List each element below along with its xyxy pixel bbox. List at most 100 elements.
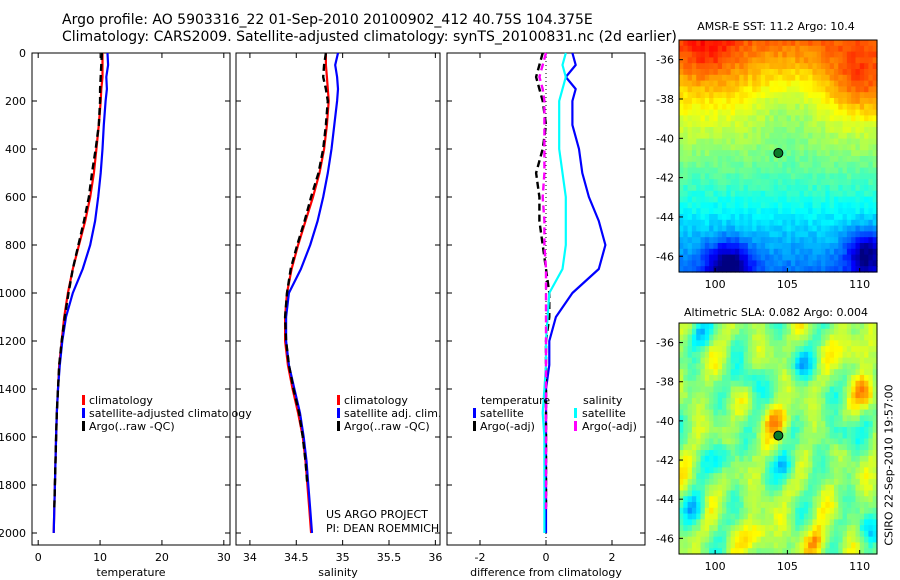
sla-map-cell	[679, 484, 684, 492]
sst-map-cell	[799, 243, 805, 250]
sla-map-cell	[717, 346, 723, 353]
sst-map-cell	[829, 254, 835, 261]
sst-map-cell	[825, 156, 831, 163]
sst-map-cell	[700, 69, 706, 76]
sst-map-cell	[739, 40, 745, 47]
sst-map-cell	[833, 190, 839, 198]
sla-map-cell	[700, 438, 706, 445]
sst-map-cell	[829, 103, 835, 111]
sla-map-cell	[872, 380, 878, 388]
sla-map-cell	[795, 398, 801, 405]
sla-map-cell	[760, 490, 766, 497]
sst-map-cell	[679, 40, 684, 47]
sla-map-cell	[786, 473, 792, 480]
sla-map-cell	[872, 461, 878, 468]
sst-map-cell	[765, 190, 770, 198]
sst-map-cell	[734, 150, 740, 157]
sst-map-cell	[700, 63, 706, 70]
sla-map-cell	[726, 432, 732, 440]
sla-map-cell	[739, 536, 745, 544]
sla-map-cell	[730, 432, 736, 440]
sla-map-cell	[726, 507, 732, 515]
sst-map-cell	[752, 51, 758, 58]
sst-map-cell	[790, 121, 796, 128]
sst-map-cell	[752, 109, 758, 116]
sst-map-cell	[709, 196, 715, 203]
sla-map-cell	[769, 496, 775, 503]
sst-map-cell	[760, 248, 766, 256]
sla-map-cell	[812, 398, 818, 405]
sst-map-cell	[713, 219, 719, 227]
sla-map-cell	[683, 328, 689, 336]
sst-map-cell	[872, 74, 878, 82]
sst-map-cell	[838, 254, 844, 261]
sla-map-cell	[790, 380, 796, 388]
sla-map-cell	[829, 386, 835, 393]
sst-map-cell	[747, 190, 753, 198]
sst-map-cell	[687, 202, 693, 209]
sst-map-cell	[825, 63, 831, 70]
sla-map-cell	[765, 473, 770, 480]
sla-map-cell	[773, 369, 779, 376]
sla-map-cell	[872, 323, 878, 330]
sst-map-cell	[700, 237, 706, 244]
sst-map-cell	[778, 74, 783, 82]
sla-map-cell	[833, 519, 839, 526]
sla-map-cell	[747, 444, 753, 451]
sla-map-cell	[812, 519, 818, 526]
sla-map-cell	[803, 490, 809, 497]
sla-map-cell	[734, 409, 740, 417]
sla-map-cell	[760, 363, 766, 370]
sla-map-cell	[691, 369, 697, 376]
sst-map-cell	[765, 86, 770, 93]
sst-map-cell	[838, 69, 844, 76]
sla-map-cell	[833, 450, 839, 457]
sla-map-cell	[829, 444, 835, 451]
sst-map-cell	[765, 74, 770, 82]
sla-map-cell	[773, 392, 779, 399]
sst-map-cell	[696, 80, 702, 87]
sst-map-cell	[803, 103, 809, 111]
sst-map-cell	[821, 196, 826, 203]
sst-map-cell	[709, 98, 715, 105]
sst-map-cell	[778, 161, 783, 169]
sst-map-cell	[713, 57, 719, 64]
sla-map-cell	[799, 513, 805, 520]
sla-map-cell	[734, 455, 740, 463]
sst-map-cell	[855, 260, 861, 267]
sst-map-cell	[812, 40, 818, 47]
sst-map-cell	[743, 214, 749, 221]
sla-map-cell	[786, 426, 792, 434]
sla-map-cell	[851, 363, 857, 370]
sst-map-cell	[696, 98, 702, 105]
sla-map-cell	[778, 473, 783, 480]
sst-map-cell	[778, 138, 783, 145]
sst-map-cell	[808, 161, 814, 169]
sst-map-cell	[808, 202, 814, 209]
sst-map-cell	[799, 161, 805, 169]
sst-map-cell	[790, 92, 796, 99]
sla-map-cell	[855, 432, 861, 440]
sst-map-cell	[717, 132, 723, 140]
sst-map-cell	[782, 51, 788, 58]
sla-map-cell	[713, 380, 719, 388]
sla-map-cell	[752, 455, 758, 463]
sla-map-cell	[756, 455, 762, 463]
sla-map-cell	[683, 363, 689, 370]
sst-map-cell	[821, 214, 826, 221]
sst-map-cell	[743, 260, 749, 267]
sla-map-cell	[872, 536, 878, 544]
sst-map-cell	[683, 74, 689, 82]
sst-map-cell	[769, 266, 775, 273]
sst-map-cell	[855, 103, 861, 111]
sla-map-cell	[859, 432, 865, 440]
sst-map-cell	[782, 196, 788, 203]
sst-map-cell	[691, 63, 697, 70]
sst-map-cell	[859, 109, 865, 116]
sst-map-cell	[855, 150, 861, 157]
sla-map-cell	[743, 478, 749, 486]
depth-tick-label: 1000	[0, 287, 26, 300]
sla-map-cell	[687, 351, 693, 359]
sst-map-cell	[842, 109, 848, 116]
